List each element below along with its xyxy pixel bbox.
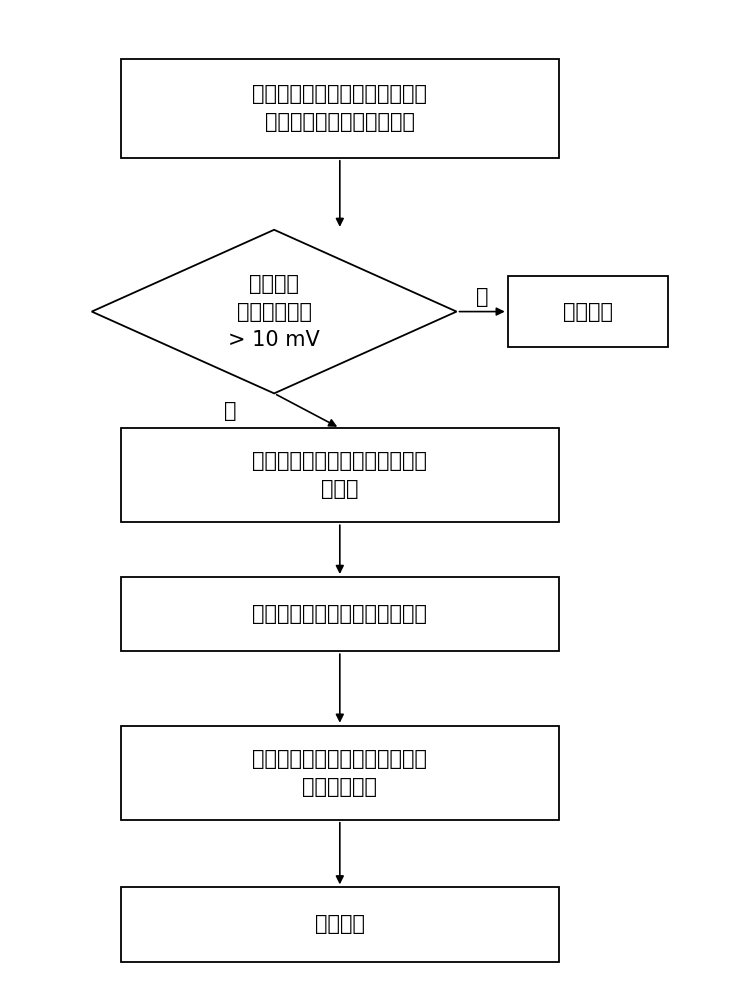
Text: 测量装置
输出电压阈值
> 10 mV: 测量装置 输出电压阈值 > 10 mV [228,274,320,350]
Text: 否: 否 [476,287,489,307]
Bar [508,276,668,347]
Bar [121,428,559,522]
Text: 输出结果: 输出结果 [315,914,365,934]
Bar [121,59,559,158]
Bar [121,887,559,962]
Polygon shape [92,230,457,393]
Text: 计算每个电晕放电点的放电区域: 计算每个电晕放电点的放电区域 [252,604,427,624]
Text: 采用电晕电流测量装置对电晕放
电的周围空间磁场进行测量: 采用电晕电流测量装置对电晕放 电的周围空间磁场进行测量 [252,84,427,132]
Bar [121,577,559,651]
Text: 是: 是 [224,401,237,421]
Bar [121,726,559,820]
Text: 综合计算结果得到多个电晕放电
点的放电区域: 综合计算结果得到多个电晕放电 点的放电区域 [252,749,427,797]
Text: 舍弃数据: 舍弃数据 [563,302,613,322]
Text: 采用小波去噪方法对输出波形进
行去噪: 采用小波去噪方法对输出波形进 行去噪 [252,451,427,499]
